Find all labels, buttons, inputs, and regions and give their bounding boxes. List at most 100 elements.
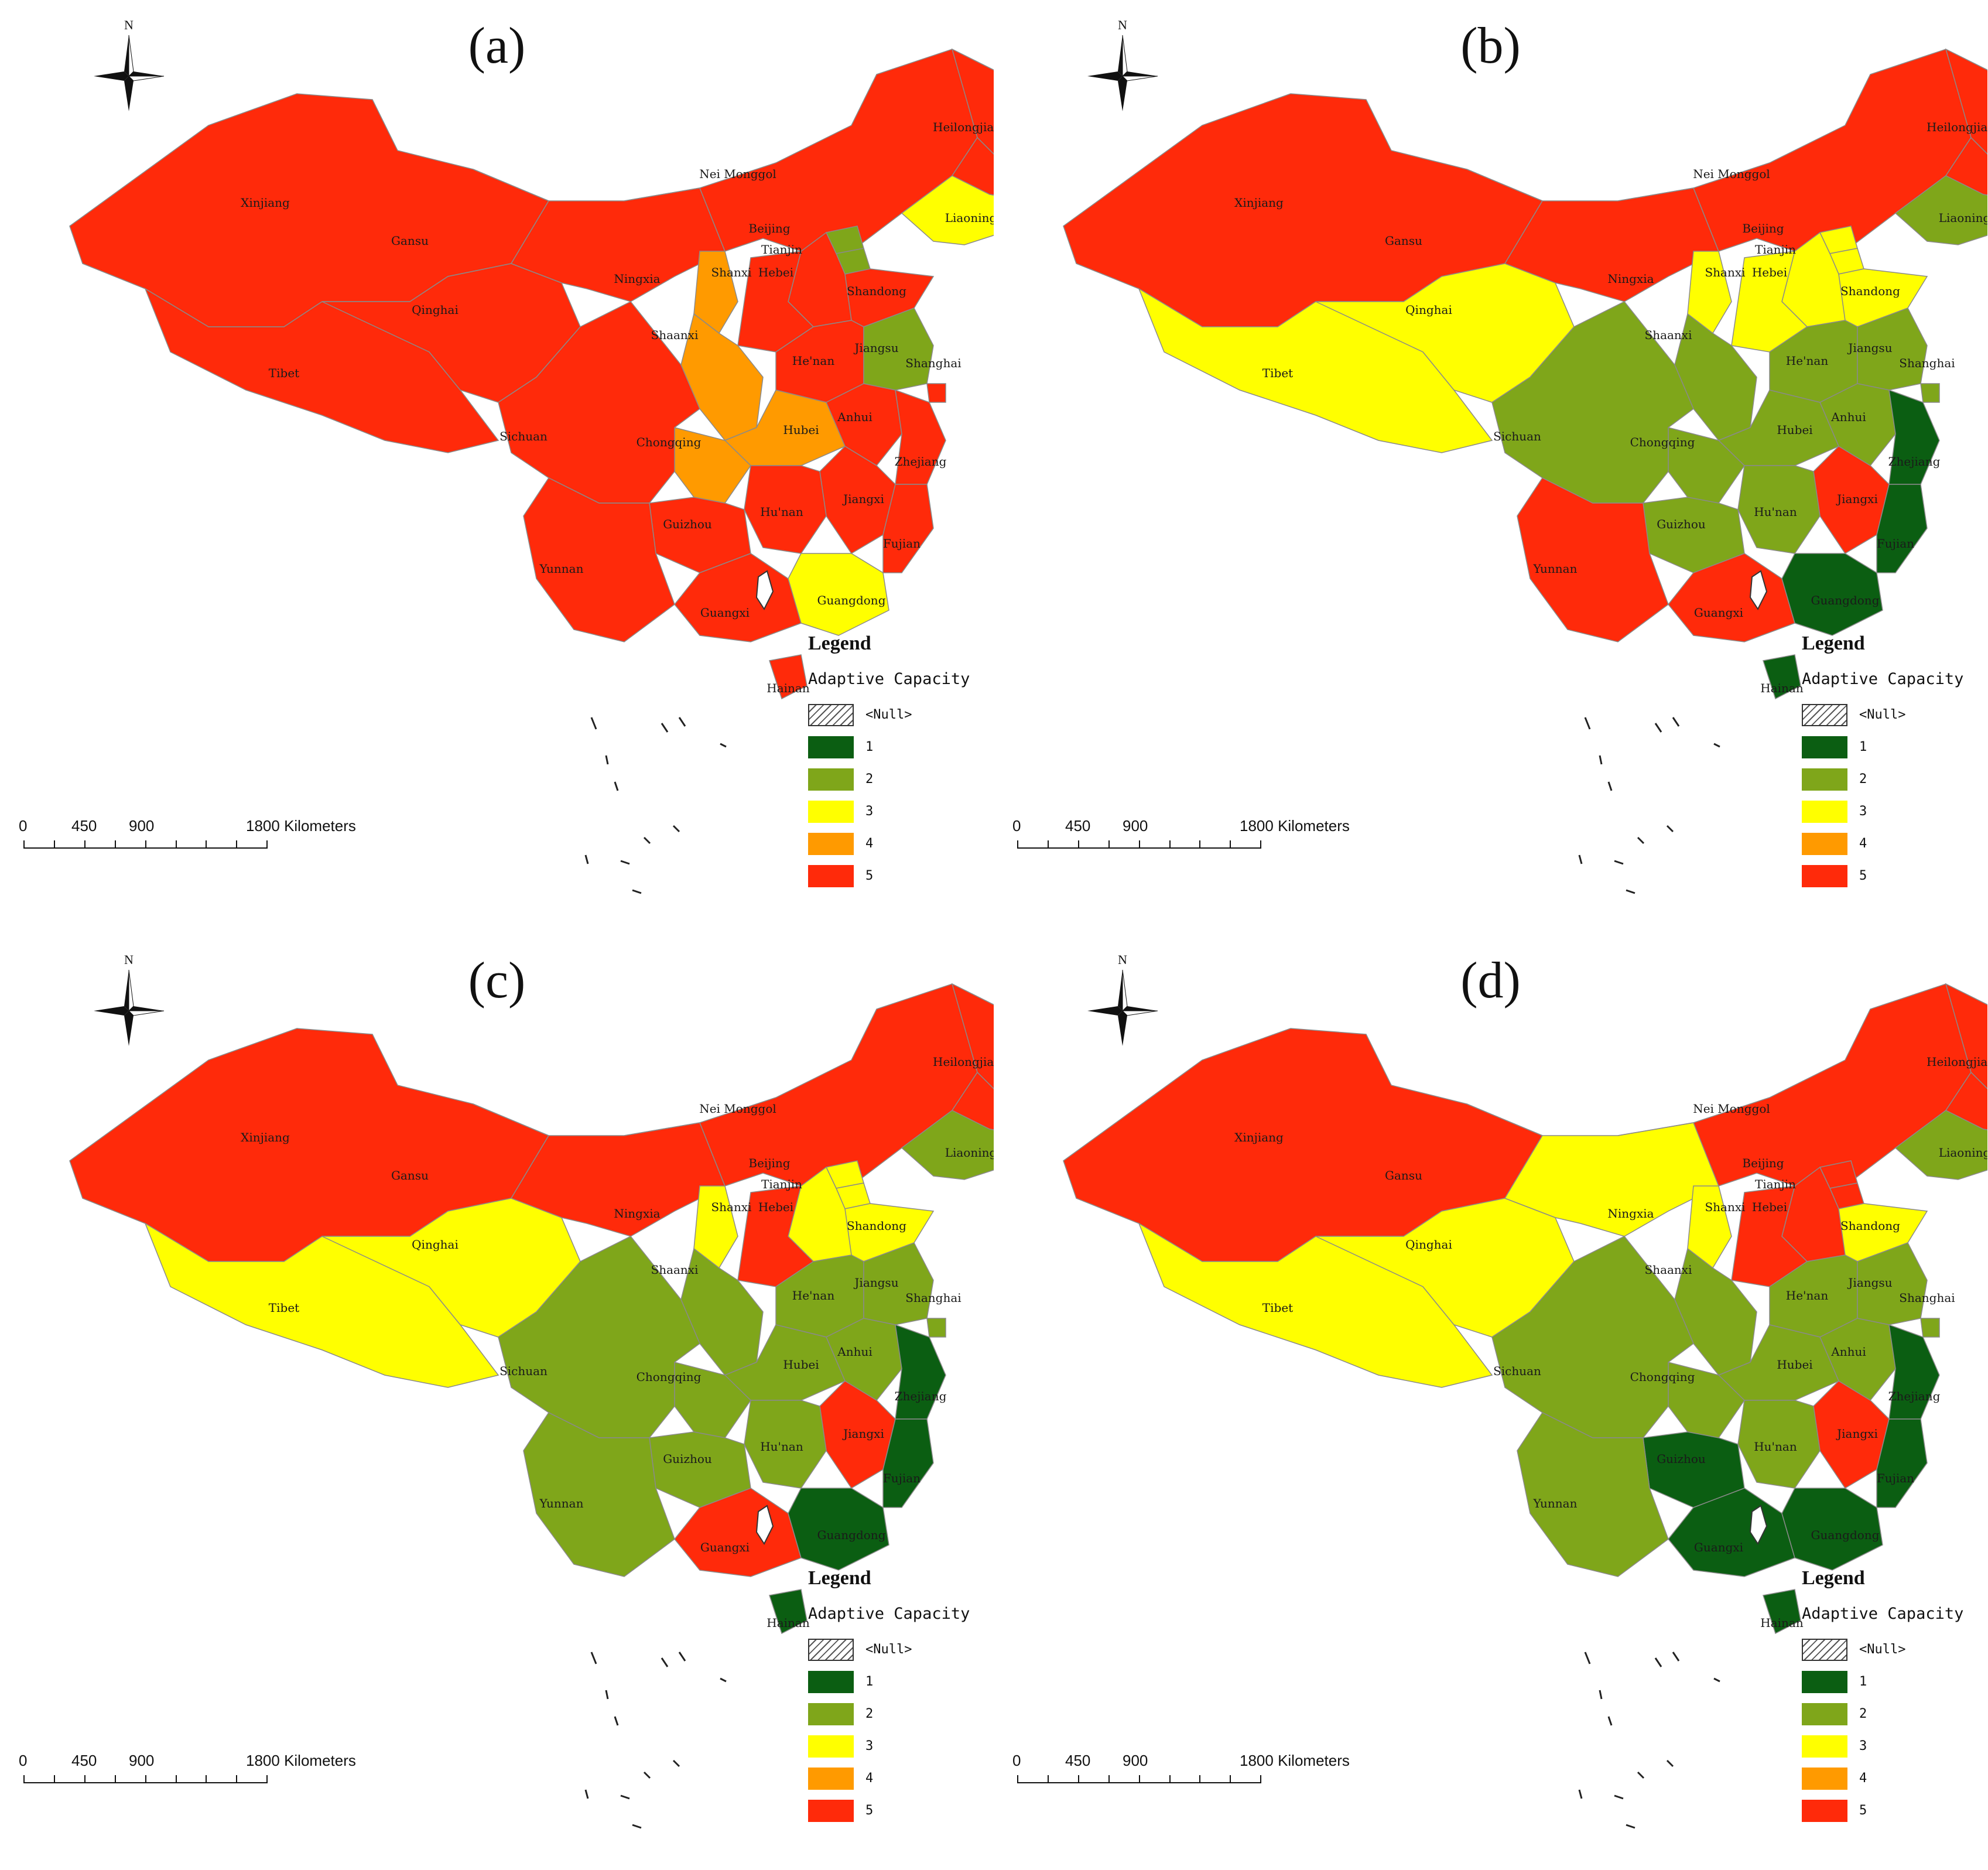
province-label: Guangdong (817, 593, 886, 607)
legend-items: <Null> 1 2 3 4 5 (1802, 1633, 1987, 1827)
scale-line (1017, 1782, 1260, 1783)
province-label: Heilongjiang (933, 1055, 994, 1069)
island-dash (1713, 743, 1720, 748)
province-label: Shanghai (905, 356, 961, 370)
panel-title: (c) (468, 952, 526, 1009)
scale-tick (175, 1775, 177, 1783)
province-label: Sichuan (499, 429, 548, 443)
legend-item: 1 (1802, 1666, 1987, 1698)
china-map: Xinjiang Tibet Qinghai Gansu Nei Monggol Heil… (1063, 48, 1987, 894)
province-label: Gansu (391, 1168, 429, 1182)
province-label: Beijing (1742, 1156, 1784, 1170)
island-dash (1637, 1771, 1645, 1779)
scale-tick (145, 840, 146, 849)
province-label: Guangxi (1694, 1540, 1743, 1554)
legend-item: <Null> (808, 699, 994, 731)
province-gansu (1466, 169, 1719, 302)
scale-bar: 0 450 900 1800 Kilometers (18, 817, 392, 864)
scale-tick (1230, 1775, 1231, 1783)
island-dash (1614, 860, 1624, 865)
legend-swatch (808, 1767, 854, 1790)
island-dash (678, 717, 686, 727)
scale-label-900: 900 (129, 1752, 155, 1769)
province-label: Sichuan (1493, 1364, 1541, 1378)
province-label: Guangdong (817, 1528, 886, 1542)
province-ningxia (1687, 251, 1732, 334)
province-ningxia (693, 251, 738, 334)
scale-tick (1169, 1775, 1171, 1783)
province-label: Chongqing (637, 435, 702, 449)
province-label: Qinghai (1405, 303, 1452, 317)
legend-label: 4 (865, 836, 874, 851)
south-china-sea-islands (584, 570, 774, 894)
scale-label-1800: 1800 Kilometers (1240, 1752, 1350, 1769)
taiwan-outline (1749, 570, 1768, 611)
legend-swatch (808, 1735, 854, 1758)
province-shanghai (926, 383, 946, 403)
province-label: Heilongjiang (933, 120, 994, 134)
province-liaoning (901, 1110, 994, 1180)
legend: Legend Adaptive Capacity <Null> 1 2 3 4 5 (808, 1567, 994, 1837)
island-dash (1607, 1716, 1613, 1726)
china-map: Xinjiang Tibet Qinghai Gansu Nei Monggol Heil… (69, 48, 994, 894)
province-label: Guizhou (1657, 1452, 1706, 1466)
scale-tick (175, 840, 177, 849)
taiwan-outline (1749, 1505, 1768, 1546)
province-label: Anhui (1830, 1345, 1866, 1359)
scale-tick (266, 1775, 268, 1783)
legend-label: 5 (1859, 869, 1867, 883)
scale-label-450: 450 (71, 817, 97, 835)
scale-line (1017, 847, 1260, 849)
province-hainan (1763, 654, 1801, 700)
scale-tick (236, 840, 238, 849)
scale-tick (1108, 840, 1110, 849)
scale-tick (53, 840, 55, 849)
province-label: Jiangsu (1847, 341, 1892, 355)
island-dash (1607, 781, 1613, 791)
scale-tick (1077, 1775, 1079, 1783)
scale-tick (84, 1775, 85, 1783)
scale-tick (1199, 1775, 1201, 1783)
legend-label: 3 (865, 1739, 874, 1753)
island-dash (632, 889, 642, 894)
scale-bar: 0 450 900 1800 Kilometers (18, 1752, 392, 1799)
legend-item: 1 (808, 731, 994, 763)
province-label: Hebei (1752, 265, 1787, 279)
province-label: Guangdong (1811, 1528, 1880, 1542)
island-dash (1578, 854, 1583, 864)
legend-label: 4 (865, 1771, 874, 1786)
province-label: Hubei (1777, 1358, 1812, 1372)
island-dash (614, 781, 619, 791)
north-arrow-icon: N (94, 18, 165, 111)
legend-item: 4 (1802, 828, 1987, 860)
province-label: Tianjin (761, 1177, 802, 1191)
map-panel-3: Xinjiang Tibet Qinghai Gansu Nei Monggol Heil… (0, 935, 994, 1869)
province-label: Liaoning (945, 1146, 994, 1160)
scale-label-0: 0 (19, 817, 28, 835)
scale-tick (1230, 840, 1231, 849)
province-guangdong (1781, 1488, 1883, 1571)
legend-swatch (1802, 768, 1847, 791)
province-zhejiang (1888, 389, 1940, 485)
province-liaoning (1894, 1110, 1987, 1180)
island-dash (1584, 717, 1591, 730)
island-dash (1654, 723, 1662, 733)
map-panel-2: Xinjiang Tibet Qinghai Gansu Nei Monggol Heil… (994, 0, 1987, 935)
province-label: Shandong (1840, 1219, 1900, 1233)
island-dash (590, 717, 597, 730)
province-label: Fujian (1877, 536, 1914, 551)
legend-title: Legend (1802, 633, 1865, 654)
province-label: Jiangxi (1836, 1427, 1878, 1441)
map-panel-1: Xinjiang Tibet Qinghai Gansu Nei Monggol Heil… (0, 0, 994, 935)
province-label: Tibet (1262, 366, 1293, 380)
province-label: Hu'nan (1754, 505, 1797, 519)
legend-item: <Null> (1802, 699, 1987, 731)
legend-item: 2 (1802, 1698, 1987, 1730)
legend-swatch (808, 1799, 854, 1822)
province-label: Shaanxi (1645, 1263, 1692, 1277)
legend-title: Legend (1802, 1567, 1865, 1589)
legend-item: 4 (808, 828, 994, 860)
legend-label: <Null> (1859, 1642, 1906, 1657)
legend-item: <Null> (808, 1633, 994, 1666)
legend-swatch (808, 1670, 854, 1693)
